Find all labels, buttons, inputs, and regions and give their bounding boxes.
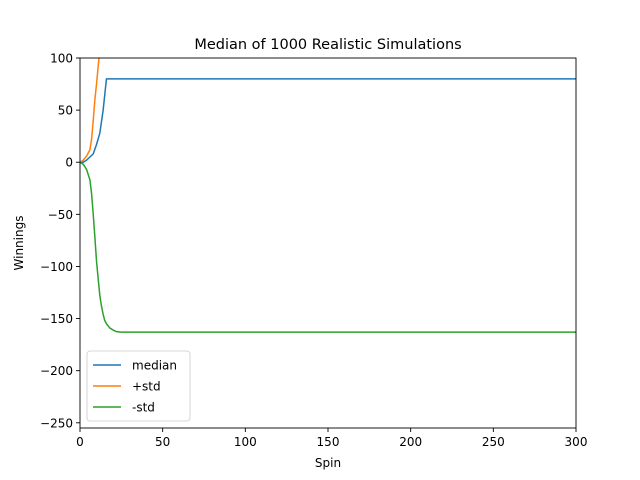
x-tick-label: 50 xyxy=(155,435,170,449)
y-tick-label: −50 xyxy=(48,208,73,222)
series-line-3 xyxy=(80,161,576,333)
y-tick-label: 50 xyxy=(58,104,73,118)
series-line-2 xyxy=(80,58,100,164)
y-tick-label: −150 xyxy=(40,312,73,326)
y-tick-label: −200 xyxy=(40,364,73,378)
legend-label-3: -std xyxy=(132,401,155,415)
series-line-1 xyxy=(80,78,576,163)
y-tick-label: 0 xyxy=(65,156,73,170)
x-tick-label: 0 xyxy=(76,435,84,449)
x-axis: 0 50 100 150 200 250 300 xyxy=(76,428,587,449)
legend: median +std -std xyxy=(86,350,191,422)
y-tick-label: −100 xyxy=(40,260,73,274)
chart-title: Median of 1000 Realistic Simulations xyxy=(194,37,461,53)
x-tick-label: 150 xyxy=(317,435,340,449)
legend-label-2: +std xyxy=(132,380,161,394)
y-tick-label: 100 xyxy=(50,52,73,66)
x-axis-label: Spin xyxy=(315,456,341,470)
y-tick-label: −250 xyxy=(40,416,73,430)
x-tick-label: 200 xyxy=(399,435,422,449)
y-axis: 100 50 0 −50 −100 −150 −200 −250 xyxy=(40,52,80,430)
y-axis-label: Winnings xyxy=(12,216,26,271)
series-lines xyxy=(80,58,576,333)
legend-label-1: median xyxy=(132,359,177,373)
legend-box xyxy=(86,350,191,422)
x-tick-label: 250 xyxy=(482,435,505,449)
x-tick-label: 100 xyxy=(234,435,257,449)
x-tick-label: 300 xyxy=(565,435,588,449)
